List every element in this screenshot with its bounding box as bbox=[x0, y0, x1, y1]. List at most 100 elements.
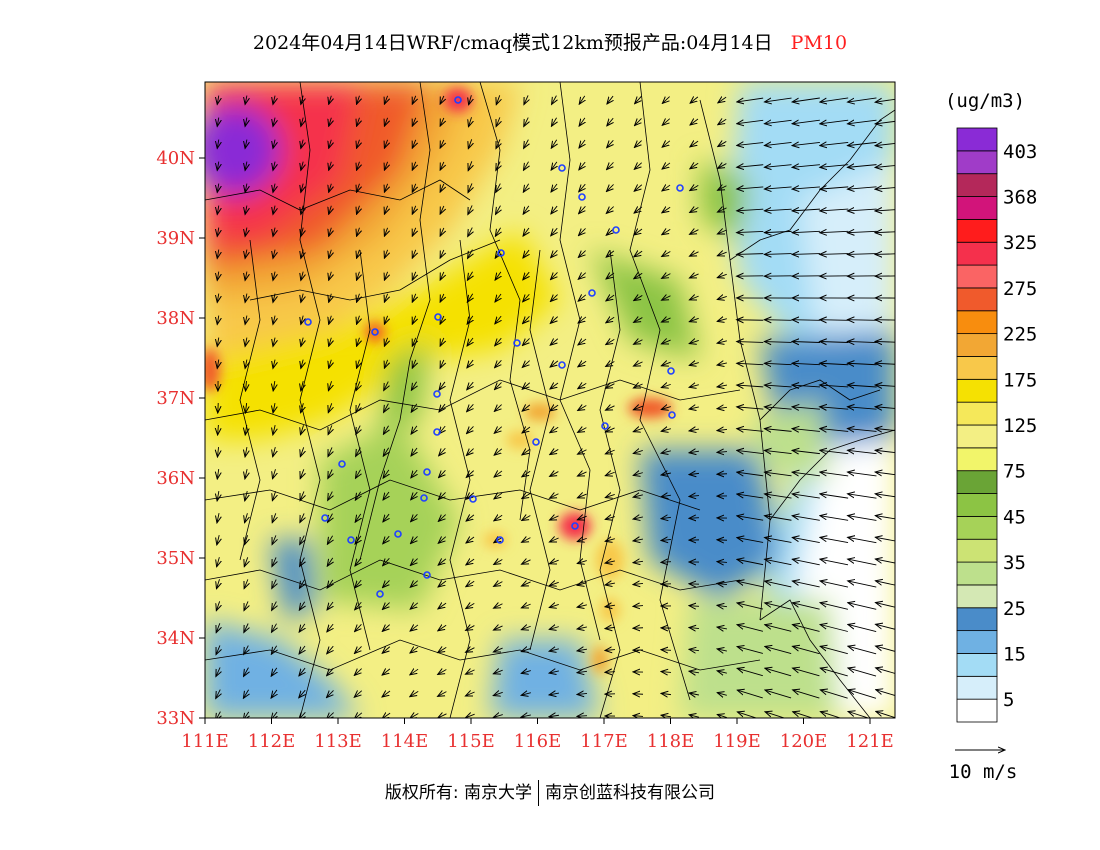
latitude-label: 36N bbox=[156, 468, 195, 489]
city-marker bbox=[667, 367, 675, 375]
latitude-label: 37N bbox=[156, 388, 195, 409]
legend-swatch bbox=[956, 698, 998, 723]
axis-ticks bbox=[199, 157, 871, 724]
longitude-label: 121E bbox=[846, 731, 894, 752]
wind-vectors bbox=[216, 95, 895, 718]
city-marker bbox=[371, 328, 379, 336]
legend-swatch bbox=[956, 241, 998, 266]
city-marker bbox=[454, 96, 462, 104]
legend-swatch bbox=[956, 538, 998, 563]
legend-swatch bbox=[956, 264, 998, 289]
city-marker bbox=[304, 318, 312, 326]
legend-label: 275 bbox=[1003, 278, 1037, 300]
latitude-label: 38N bbox=[156, 308, 195, 329]
city-marker bbox=[423, 571, 431, 579]
city-markers bbox=[304, 96, 684, 598]
map-frame bbox=[204, 81, 896, 719]
map-title: 2024年04月14日WRF/cmaq模式12km预报产品:04月14日 PM10 bbox=[0, 28, 1100, 55]
legend-swatch bbox=[956, 310, 998, 335]
city-marker bbox=[394, 530, 402, 538]
legend-swatch bbox=[956, 653, 998, 677]
latitude-labels: 33N 34N 35N 36N 37N 38N 39N 40N bbox=[156, 148, 195, 729]
legend-swatch bbox=[956, 584, 998, 609]
legend-label: 45 bbox=[1003, 506, 1026, 528]
city-marker bbox=[496, 536, 504, 544]
legend-swatch bbox=[956, 356, 998, 380]
legend-swatch bbox=[956, 173, 998, 197]
credit-part1: 版权所有: 南京大学 bbox=[384, 783, 533, 803]
legend-label: 403 bbox=[1003, 141, 1037, 163]
variable-name: PM10 bbox=[790, 32, 848, 54]
legend-swatch bbox=[956, 150, 998, 175]
city-marker bbox=[601, 422, 609, 430]
concentration-field bbox=[205, 82, 895, 718]
city-marker bbox=[558, 164, 566, 172]
city-marker bbox=[612, 226, 620, 234]
legend-swatch bbox=[956, 287, 998, 312]
legend-swatch bbox=[956, 333, 998, 357]
city-marker bbox=[676, 184, 684, 192]
longitude-label: 117E bbox=[580, 731, 628, 752]
legend-swatch bbox=[956, 447, 998, 472]
city-marker bbox=[433, 428, 441, 436]
wind-key-label: 10 m/s bbox=[949, 761, 1018, 783]
legend-label: 368 bbox=[1003, 187, 1037, 209]
legend-swatch bbox=[956, 424, 998, 449]
legend-swatch bbox=[956, 493, 998, 517]
city-marker bbox=[497, 249, 505, 257]
longitude-label: 116E bbox=[514, 731, 562, 752]
longitude-label: 111E bbox=[181, 731, 229, 752]
city-marker bbox=[423, 468, 431, 476]
legend-label: 75 bbox=[1003, 461, 1026, 483]
legend-swatch bbox=[956, 561, 998, 586]
latitude-label: 39N bbox=[156, 228, 195, 249]
legend-labels: 5 15 25 35 45 75 125 175 225 275 325 368 403 bbox=[1003, 141, 1037, 711]
city-marker bbox=[532, 438, 540, 446]
legend-swatch bbox=[956, 675, 998, 700]
longitude-labels: 111E 112E 113E 114E 115E 116E 117E 118E 119E 120E… bbox=[181, 731, 894, 752]
city-marker bbox=[571, 522, 579, 530]
credit-part2: 南京创蓝科技有限公司 bbox=[545, 783, 716, 803]
legend-swatch bbox=[956, 378, 998, 403]
legend-label: 15 bbox=[1003, 643, 1026, 665]
legend-swatch bbox=[956, 470, 998, 494]
longitude-label: 114E bbox=[381, 731, 429, 752]
color-legend bbox=[956, 127, 998, 723]
city-marker bbox=[434, 313, 442, 321]
legend-label: 175 bbox=[1003, 369, 1037, 391]
latitude-label: 35N bbox=[156, 548, 195, 569]
city-marker bbox=[578, 193, 586, 201]
longitude-label: 118E bbox=[647, 731, 695, 752]
longitude-label: 120E bbox=[780, 731, 828, 752]
legend-swatch bbox=[956, 196, 998, 220]
latitude-label: 33N bbox=[156, 708, 195, 729]
city-marker bbox=[338, 460, 346, 468]
latitude-label: 40N bbox=[156, 148, 195, 169]
city-marker bbox=[420, 494, 428, 502]
legend-label: 125 bbox=[1003, 415, 1037, 437]
legend-swatch bbox=[956, 515, 998, 540]
legend-swatch bbox=[956, 630, 998, 654]
legend-swatch bbox=[956, 401, 998, 426]
legend-unit: (ug/m3) bbox=[945, 90, 1025, 112]
city-marker bbox=[469, 495, 477, 503]
city-marker bbox=[433, 390, 441, 398]
legend-swatch bbox=[956, 607, 998, 632]
city-marker bbox=[588, 289, 596, 297]
city-marker bbox=[376, 590, 384, 598]
city-marker bbox=[321, 514, 329, 522]
legend-swatch bbox=[956, 127, 998, 152]
longitude-label: 113E bbox=[314, 731, 362, 752]
latitude-label: 34N bbox=[156, 628, 195, 649]
city-marker bbox=[668, 411, 676, 419]
longitude-label: 112E bbox=[248, 731, 296, 752]
legend-label: 325 bbox=[1003, 232, 1037, 254]
city-marker bbox=[347, 536, 355, 544]
longitude-label: 119E bbox=[713, 731, 761, 752]
city-marker bbox=[558, 361, 566, 369]
legend-label: 35 bbox=[1003, 552, 1026, 574]
legend-label: 225 bbox=[1003, 324, 1037, 346]
legend-label: 25 bbox=[1003, 598, 1026, 620]
legend-swatch bbox=[956, 218, 998, 243]
